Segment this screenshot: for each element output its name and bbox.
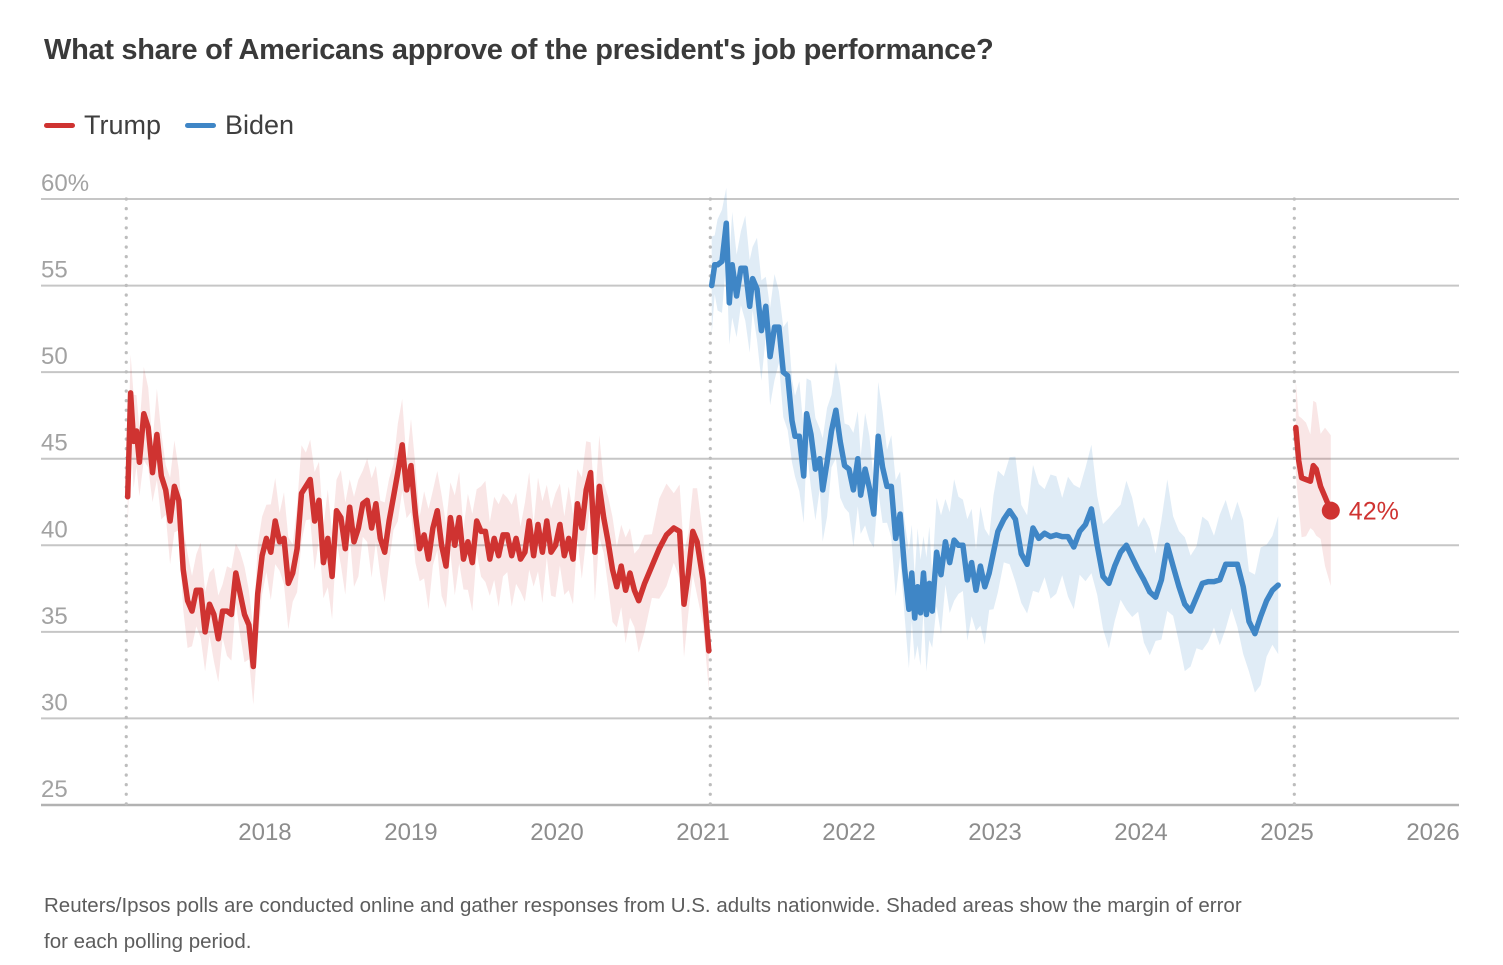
chart-footnote: Reuters/Ipsos polls are conducted online… <box>44 888 1242 960</box>
footnote-line-1: Reuters/Ipsos polls are conducted online… <box>44 894 1242 917</box>
y-tick-label: 45 <box>41 430 68 457</box>
footnote-line-2: for each polling period. <box>44 930 252 953</box>
x-tick-label: 2023 <box>968 819 1021 846</box>
y-tick-label: 55 <box>41 257 68 284</box>
end-point-dot <box>1321 501 1340 520</box>
trump-line-swatch <box>44 123 75 128</box>
y-tick-label: 50 <box>41 343 68 370</box>
biden-line-swatch <box>185 123 217 128</box>
x-tick-label: 2018 <box>238 819 291 846</box>
chart-legend: Trump Biden <box>44 110 294 141</box>
x-tick-label: 2021 <box>676 819 729 846</box>
x-tick-label: 2025 <box>1260 819 1313 846</box>
y-tick-label: 30 <box>41 689 68 716</box>
x-tick-label: 2022 <box>822 819 875 846</box>
x-tick-label: 2026 <box>1406 819 1459 846</box>
y-tick-label: 40 <box>41 516 68 543</box>
biden-approval-line <box>708 220 1281 637</box>
chart-title: What share of Americans approve of the p… <box>44 34 994 66</box>
y-tick-label: 35 <box>41 603 68 630</box>
x-tick-label: 2024 <box>1114 819 1167 846</box>
legend-item-biden: Biden <box>185 110 294 141</box>
legend-item-trump: Trump <box>44 110 161 141</box>
trump-approval-line <box>1293 424 1334 514</box>
end-value-label: 42% <box>1349 498 1399 526</box>
y-tick-label: 60% <box>41 170 89 197</box>
trump-error-band <box>1295 381 1331 586</box>
legend-label-trump: Trump <box>84 110 162 140</box>
trump-approval-line <box>124 390 712 670</box>
y-tick-label: 25 <box>41 776 68 803</box>
x-tick-label: 2020 <box>530 819 583 846</box>
biden-error-band <box>711 187 1279 693</box>
x-tick-label: 2019 <box>384 819 437 846</box>
legend-label-biden: Biden <box>225 110 295 140</box>
